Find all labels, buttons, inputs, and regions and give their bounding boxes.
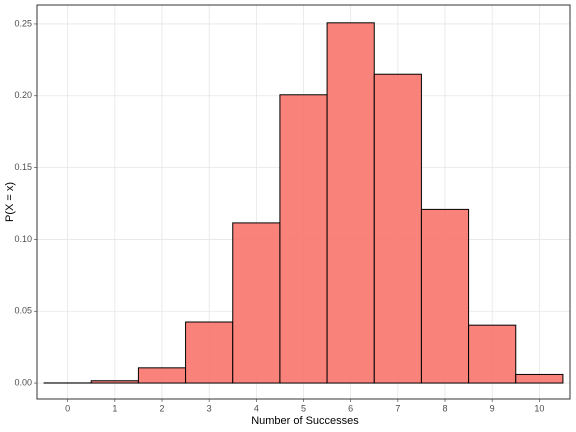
x-tick-label: 2 — [159, 403, 164, 413]
x-tick-label: 1 — [112, 403, 117, 413]
panel-border — [36, 4, 571, 400]
bar — [373, 73, 422, 384]
y-tick-label: 0.05 — [14, 306, 32, 316]
x-tick-label: 4 — [254, 403, 259, 413]
x-tick-label: 6 — [348, 403, 353, 413]
bar — [137, 367, 187, 384]
x-tick-label: 10 — [534, 403, 544, 413]
x-tick-label: 0 — [65, 403, 70, 413]
bar — [420, 208, 470, 384]
y-tick-label: 0.15 — [14, 162, 32, 172]
bar — [279, 94, 328, 384]
bar — [90, 380, 139, 384]
x-tick-label: 7 — [395, 403, 400, 413]
bar — [468, 324, 517, 384]
x-tick-label: 5 — [301, 403, 306, 413]
bar — [515, 373, 564, 384]
x-tick-label: 9 — [490, 403, 495, 413]
y-tick-label: 0.10 — [14, 234, 32, 244]
x-tick-label: 3 — [207, 403, 212, 413]
bar — [185, 321, 234, 384]
y-tick-label: 0.20 — [14, 90, 32, 100]
x-tick-label: 8 — [442, 403, 447, 413]
bar — [326, 22, 375, 384]
x-axis-label: Number of Successes — [251, 415, 359, 427]
bar — [232, 222, 281, 384]
y-tick-label: 0.00 — [14, 377, 32, 387]
y-tick-label: 0.25 — [14, 18, 32, 28]
y-axis-label: P(X = x) — [4, 182, 16, 222]
